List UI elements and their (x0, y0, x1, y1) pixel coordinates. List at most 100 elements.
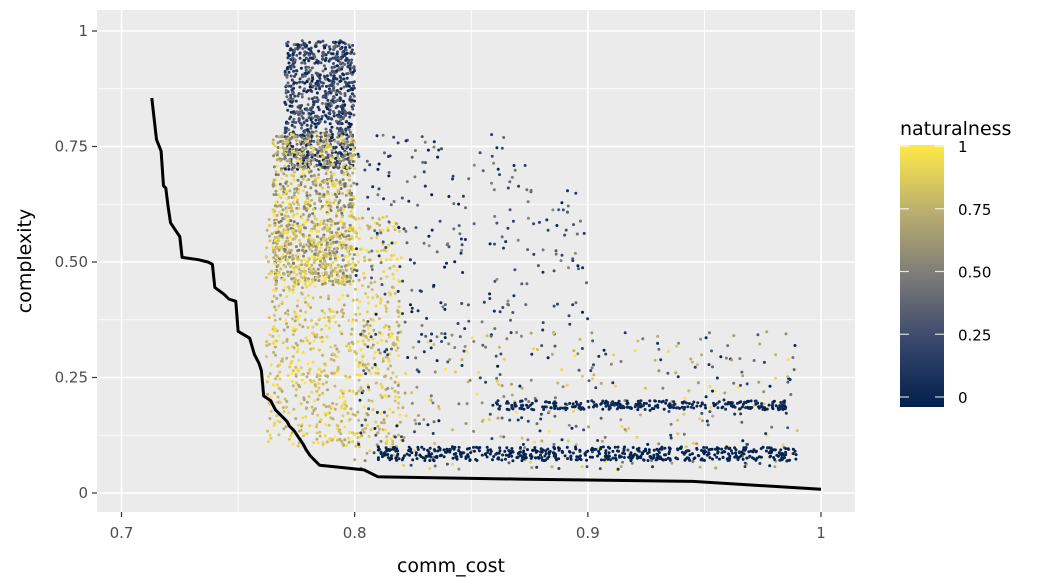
data-point (334, 231, 338, 235)
data-point (331, 79, 335, 83)
data-point (282, 265, 286, 269)
data-point (300, 286, 304, 290)
data-point (413, 449, 417, 453)
data-point (711, 457, 714, 461)
data-point (381, 359, 385, 363)
data-point (343, 184, 347, 188)
data-point (321, 391, 325, 395)
data-point (451, 177, 454, 181)
data-point (348, 198, 352, 202)
data-point (413, 149, 417, 152)
data-point (511, 459, 515, 463)
data-point (330, 371, 334, 375)
data-point (363, 363, 367, 367)
data-point (534, 399, 538, 403)
data-point (518, 406, 522, 410)
data-point (305, 406, 309, 410)
data-point (294, 341, 298, 345)
data-point (321, 57, 324, 61)
data-point (291, 384, 295, 388)
data-point (327, 87, 331, 91)
data-point (327, 297, 330, 301)
data-point (359, 348, 363, 352)
data-point (392, 135, 396, 139)
data-point (365, 323, 369, 327)
data-point (344, 237, 348, 241)
data-point (326, 229, 330, 233)
data-point (272, 294, 276, 298)
data-point (490, 133, 494, 137)
data-point (653, 358, 657, 362)
data-point (325, 380, 328, 384)
data-point (340, 439, 344, 443)
data-point (339, 47, 342, 51)
data-point (298, 56, 302, 60)
data-point (792, 368, 796, 372)
data-point (760, 405, 764, 409)
data-point (320, 115, 324, 118)
data-point (344, 48, 348, 52)
data-point (311, 347, 315, 350)
data-point (273, 305, 277, 309)
data-point (639, 405, 643, 409)
data-point (293, 58, 297, 62)
data-point (786, 375, 790, 379)
data-point (310, 331, 314, 335)
data-point (286, 219, 290, 223)
data-point (350, 58, 354, 62)
data-point (271, 383, 275, 387)
data-point (663, 453, 666, 457)
data-point (273, 277, 277, 280)
data-point (379, 382, 383, 386)
data-point (390, 386, 394, 390)
data-point (726, 344, 730, 348)
data-point (269, 436, 273, 440)
data-point (676, 375, 680, 379)
data-point (396, 384, 400, 387)
data-point (581, 310, 584, 314)
data-point (769, 449, 773, 453)
data-point (316, 61, 320, 65)
data-point (387, 325, 391, 329)
data-point (654, 404, 657, 408)
data-point (390, 457, 393, 461)
data-point (365, 310, 369, 314)
data-point (295, 206, 299, 210)
data-point (328, 164, 332, 168)
data-point (292, 310, 296, 314)
data-point (350, 92, 354, 96)
data-point (338, 219, 342, 223)
data-point (414, 356, 418, 360)
data-point (398, 280, 402, 284)
data-point (287, 61, 291, 65)
data-point (353, 167, 357, 171)
data-point (405, 241, 409, 245)
data-point (283, 69, 287, 73)
data-point (413, 430, 416, 434)
data-point (300, 378, 304, 382)
data-point (749, 399, 753, 403)
data-point (707, 363, 711, 367)
data-point (341, 165, 345, 169)
data-point (629, 454, 633, 457)
data-point (299, 66, 303, 70)
data-point (398, 420, 402, 424)
data-point (541, 270, 545, 274)
data-point (770, 425, 774, 429)
data-point (477, 449, 481, 453)
data-point (331, 110, 335, 113)
data-point (284, 425, 288, 429)
data-point (487, 418, 491, 421)
data-point (286, 325, 290, 329)
data-point (290, 371, 294, 375)
data-point (289, 219, 293, 223)
data-point (385, 435, 389, 439)
data-point (601, 399, 605, 403)
data-point (603, 458, 606, 462)
data-point (793, 344, 797, 347)
data-point (657, 347, 661, 351)
data-point (305, 264, 309, 268)
data-point (346, 125, 350, 129)
data-point (279, 196, 283, 200)
data-point (268, 234, 271, 238)
